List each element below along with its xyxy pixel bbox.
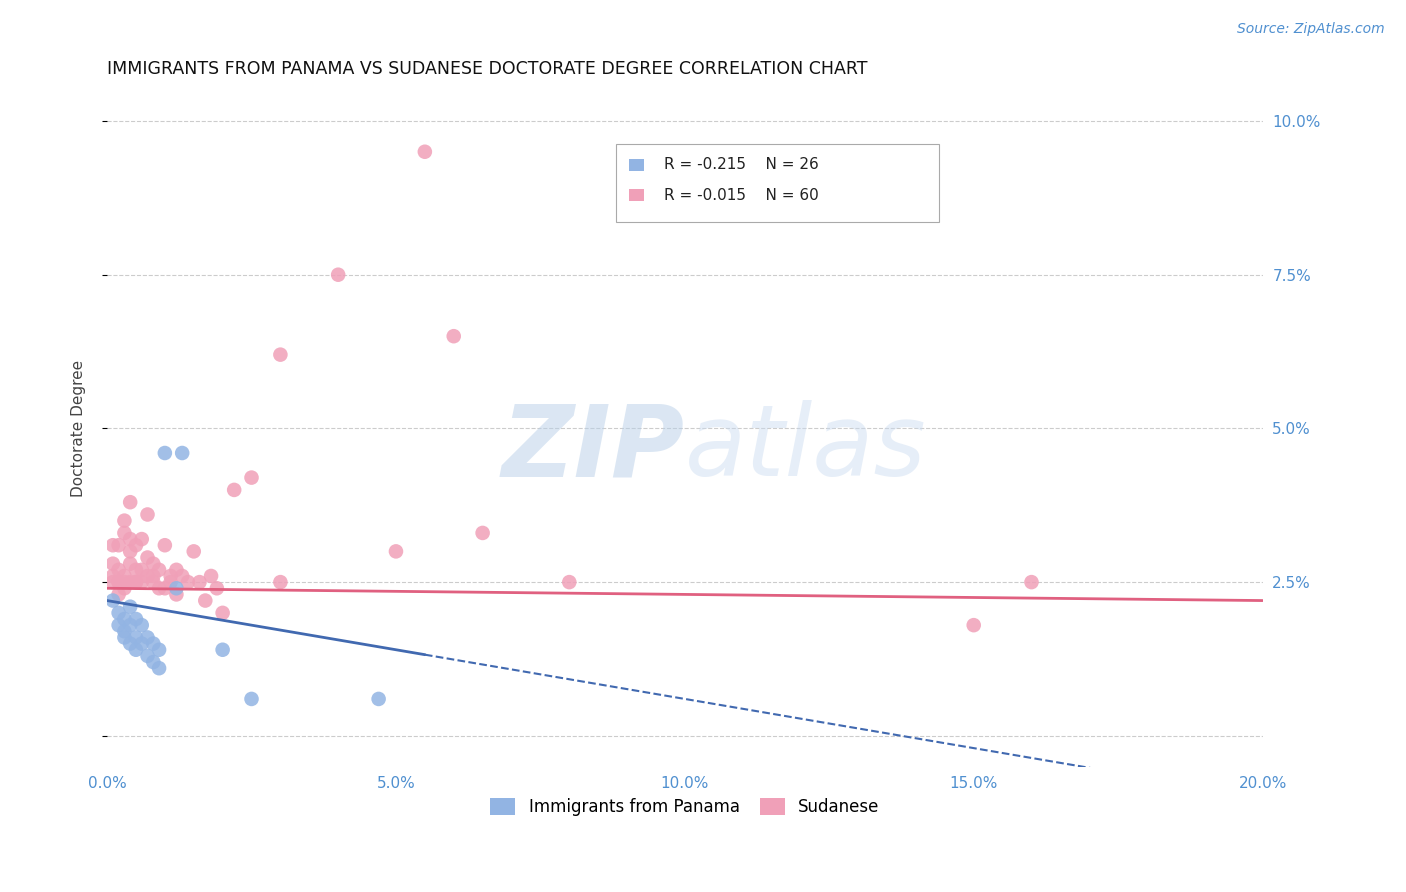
Point	[112, 575, 135, 590]
Point	[269, 575, 291, 590]
Point	[142, 575, 165, 590]
Legend: Immigrants from Panama, Sudanese: Immigrants from Panama, Sudanese	[484, 791, 886, 822]
Point	[136, 508, 159, 522]
Point	[413, 145, 436, 159]
Point	[107, 606, 129, 620]
Point	[385, 544, 408, 558]
Point	[963, 618, 986, 632]
Point	[1021, 575, 1043, 590]
Point	[148, 563, 170, 577]
Text: ZIP: ZIP	[502, 401, 685, 497]
Point	[107, 538, 129, 552]
Point	[112, 581, 135, 595]
Point	[367, 692, 389, 706]
Point	[101, 593, 124, 607]
Point	[471, 525, 494, 540]
Point	[120, 575, 142, 590]
Point	[148, 642, 170, 657]
Text: R = -0.215    N = 26: R = -0.215 N = 26	[664, 157, 818, 172]
Point	[136, 550, 159, 565]
Point	[159, 575, 181, 590]
Point	[136, 648, 159, 663]
Point	[120, 618, 142, 632]
Point	[142, 655, 165, 669]
Point	[125, 563, 148, 577]
Point	[153, 538, 176, 552]
Point	[125, 631, 148, 645]
Point	[328, 268, 350, 282]
Point	[148, 661, 170, 675]
Point	[136, 631, 159, 645]
Point	[136, 569, 159, 583]
Text: IMMIGRANTS FROM PANAMA VS SUDANESE DOCTORATE DEGREE CORRELATION CHART: IMMIGRANTS FROM PANAMA VS SUDANESE DOCTO…	[107, 60, 868, 78]
Point	[183, 544, 205, 558]
Point	[112, 514, 135, 528]
Point	[107, 618, 129, 632]
Point	[120, 599, 142, 614]
Point	[205, 581, 228, 595]
Point	[125, 575, 148, 590]
Point	[125, 612, 148, 626]
Point	[188, 575, 211, 590]
Point	[142, 557, 165, 571]
Point	[148, 581, 170, 595]
Point	[125, 642, 148, 657]
Point	[101, 557, 124, 571]
Point	[120, 495, 142, 509]
Point	[125, 538, 148, 552]
Text: Source: ZipAtlas.com: Source: ZipAtlas.com	[1237, 22, 1385, 37]
Point	[211, 606, 233, 620]
Text: R = -0.015    N = 60: R = -0.015 N = 60	[664, 187, 818, 202]
Point	[131, 618, 153, 632]
Point	[107, 563, 129, 577]
Point	[120, 557, 142, 571]
Point	[443, 329, 465, 343]
Point	[101, 569, 124, 583]
Point	[125, 575, 148, 590]
Point	[159, 569, 181, 583]
Point	[112, 624, 135, 639]
FancyBboxPatch shape	[616, 145, 939, 222]
Point	[194, 593, 217, 607]
Point	[107, 575, 129, 590]
Point	[172, 569, 194, 583]
Point	[153, 581, 176, 595]
Point	[120, 532, 142, 546]
Point	[224, 483, 246, 497]
Point	[112, 525, 135, 540]
Point	[172, 446, 194, 460]
Point	[120, 637, 142, 651]
Point	[177, 575, 200, 590]
FancyBboxPatch shape	[630, 159, 644, 170]
Point	[131, 637, 153, 651]
Point	[165, 587, 187, 601]
Y-axis label: Doctorate Degree: Doctorate Degree	[72, 359, 86, 497]
Point	[112, 631, 135, 645]
Point	[142, 637, 165, 651]
Point	[165, 563, 187, 577]
Point	[120, 544, 142, 558]
Point	[101, 538, 124, 552]
Point	[200, 569, 222, 583]
Point	[112, 569, 135, 583]
Point	[131, 563, 153, 577]
Point	[131, 575, 153, 590]
Point	[165, 581, 187, 595]
Point	[240, 470, 263, 484]
Point	[211, 642, 233, 657]
FancyBboxPatch shape	[630, 189, 644, 202]
Point	[112, 612, 135, 626]
Text: atlas: atlas	[685, 401, 927, 497]
Point	[558, 575, 581, 590]
Point	[240, 692, 263, 706]
Point	[153, 446, 176, 460]
Point	[107, 575, 129, 590]
Point	[131, 532, 153, 546]
Point	[101, 575, 124, 590]
Point	[107, 587, 129, 601]
Point	[142, 569, 165, 583]
Point	[269, 348, 291, 362]
